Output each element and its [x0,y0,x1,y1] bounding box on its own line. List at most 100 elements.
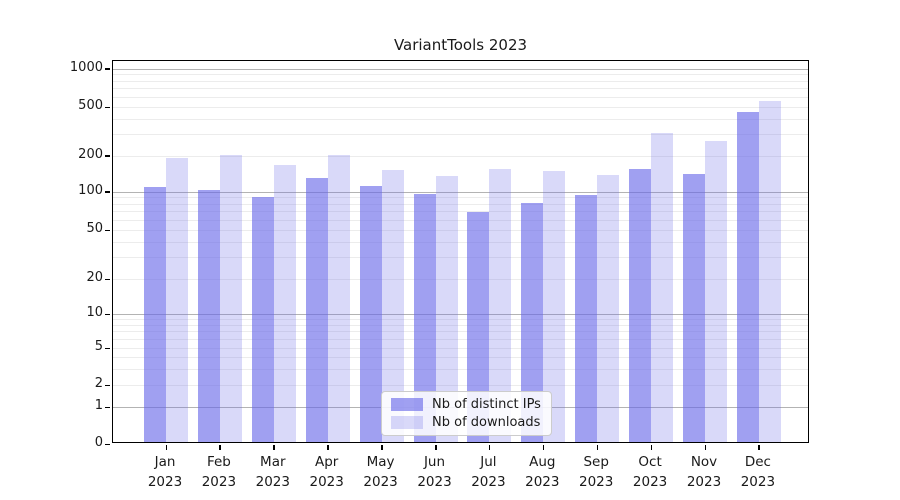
x-tick-label: Aug 2023 [525,454,560,490]
gridline-minor [113,155,808,157]
x-tick [273,445,275,450]
x-tick-label: Apr 2023 [309,454,344,490]
bar-downloads [219,154,242,442]
legend: Nb of distinct IPs Nb of downloads [381,391,552,436]
bar-distinct-ips [197,189,220,442]
x-tick-label: Nov 2023 [686,454,722,490]
bar-distinct-ips [305,177,328,442]
bar-downloads [597,175,620,442]
bar-distinct-ips [467,211,490,442]
x-tick [435,445,437,450]
gridline-minor [113,348,808,349]
x-tick [596,445,599,450]
gridline-minor [113,203,808,205]
x-tick-label: Dec 2023 [740,454,776,490]
y-tick [105,406,110,408]
bar-downloads [166,157,188,442]
bar-downloads [543,171,566,442]
x-tick [758,445,760,450]
y-tick-label: 20 [86,270,103,285]
gridline-major [113,314,808,315]
y-tick [105,384,110,386]
y-tick-label: 500 [78,98,103,113]
bar-distinct-ips [413,194,436,442]
gridline-minor [113,118,808,120]
bar-downloads [327,154,350,442]
bar-downloads [273,165,296,442]
bar-downloads [381,170,404,442]
legend-label-downloads: Nb of downloads [432,415,541,430]
legend-swatch-downloads [391,416,423,429]
x-tick [381,445,383,450]
y-tick-label: 2 [94,376,103,391]
x-tick-label: Sep 2023 [579,454,614,490]
y-tick-label: 1 [94,398,103,413]
bar-distinct-ips [629,169,652,442]
legend-item-downloads: Nb of downloads [391,415,541,430]
gridline-minor [113,257,808,259]
x-tick [650,445,653,450]
y-tick-label: 50 [86,221,103,236]
bar-downloads [758,100,781,442]
x-tick-label: Mar 2023 [255,454,290,490]
plot-area: Nb of distinct IPs Nb of downloads [105,60,809,450]
bar-distinct-ips [359,186,382,442]
gridline-major [113,191,808,193]
chart-title: VariantTools 2023 [393,36,528,54]
x-tick [165,445,167,450]
y-tick [105,229,110,231]
bar-downloads [651,132,674,442]
x-tick [488,445,491,450]
bar-downloads [705,140,727,442]
legend-swatch-distinct-ips [391,398,423,411]
bar-distinct-ips [575,194,598,442]
y-tick-label: 0 [94,435,103,450]
legend-item-distinct-ips: Nb of distinct IPs [391,397,541,412]
gridline-minor [113,219,808,221]
x-tick-label: Feb 2023 [201,454,237,490]
y-tick [105,68,110,70]
gridline-minor [113,339,808,341]
x-tick-label: Jan 2023 [147,454,183,490]
x-tick-label: May 2023 [363,454,398,490]
gridline-minor [113,331,808,333]
x-tick-label: Oct 2023 [632,454,668,490]
y-tick-label: 1000 [69,59,103,75]
gridline-minor [113,279,808,280]
y-tick-label: 10 [86,305,103,320]
gridline-major [113,68,808,70]
x-tick [219,445,221,450]
y-tick-label: 5 [94,339,103,354]
gridline-minor [113,197,808,199]
x-tick [704,445,706,450]
y-tick [105,443,110,445]
gridline-minor [113,134,808,136]
y-tick-label: 100 [78,182,103,198]
bar-distinct-ips [736,111,759,442]
gridline-minor [113,96,808,98]
y-tick [105,155,110,157]
x-tick [327,445,329,450]
y-tick [105,191,110,193]
gridline-minor [113,319,808,321]
bar-distinct-ips [144,186,166,442]
gridline-minor [113,324,808,326]
bar-distinct-ips [251,196,274,442]
x-tick-label: Jun 2023 [417,454,452,490]
y-tick [105,106,110,108]
bar-distinct-ips [683,173,705,442]
y-tick [105,347,110,349]
gridline-minor [113,230,808,231]
gridline-minor [113,241,808,243]
y-tick-label: 200 [78,146,103,162]
gridline-minor [113,357,808,358]
y-tick [105,313,110,315]
x-tick [542,445,545,450]
gridline-minor [113,88,808,90]
gridline-minor [113,107,808,108]
x-tick-label: Jul 2023 [471,454,506,490]
gridline-minor [113,74,808,76]
gridline-minor [113,211,808,213]
gridline-minor [113,368,808,370]
